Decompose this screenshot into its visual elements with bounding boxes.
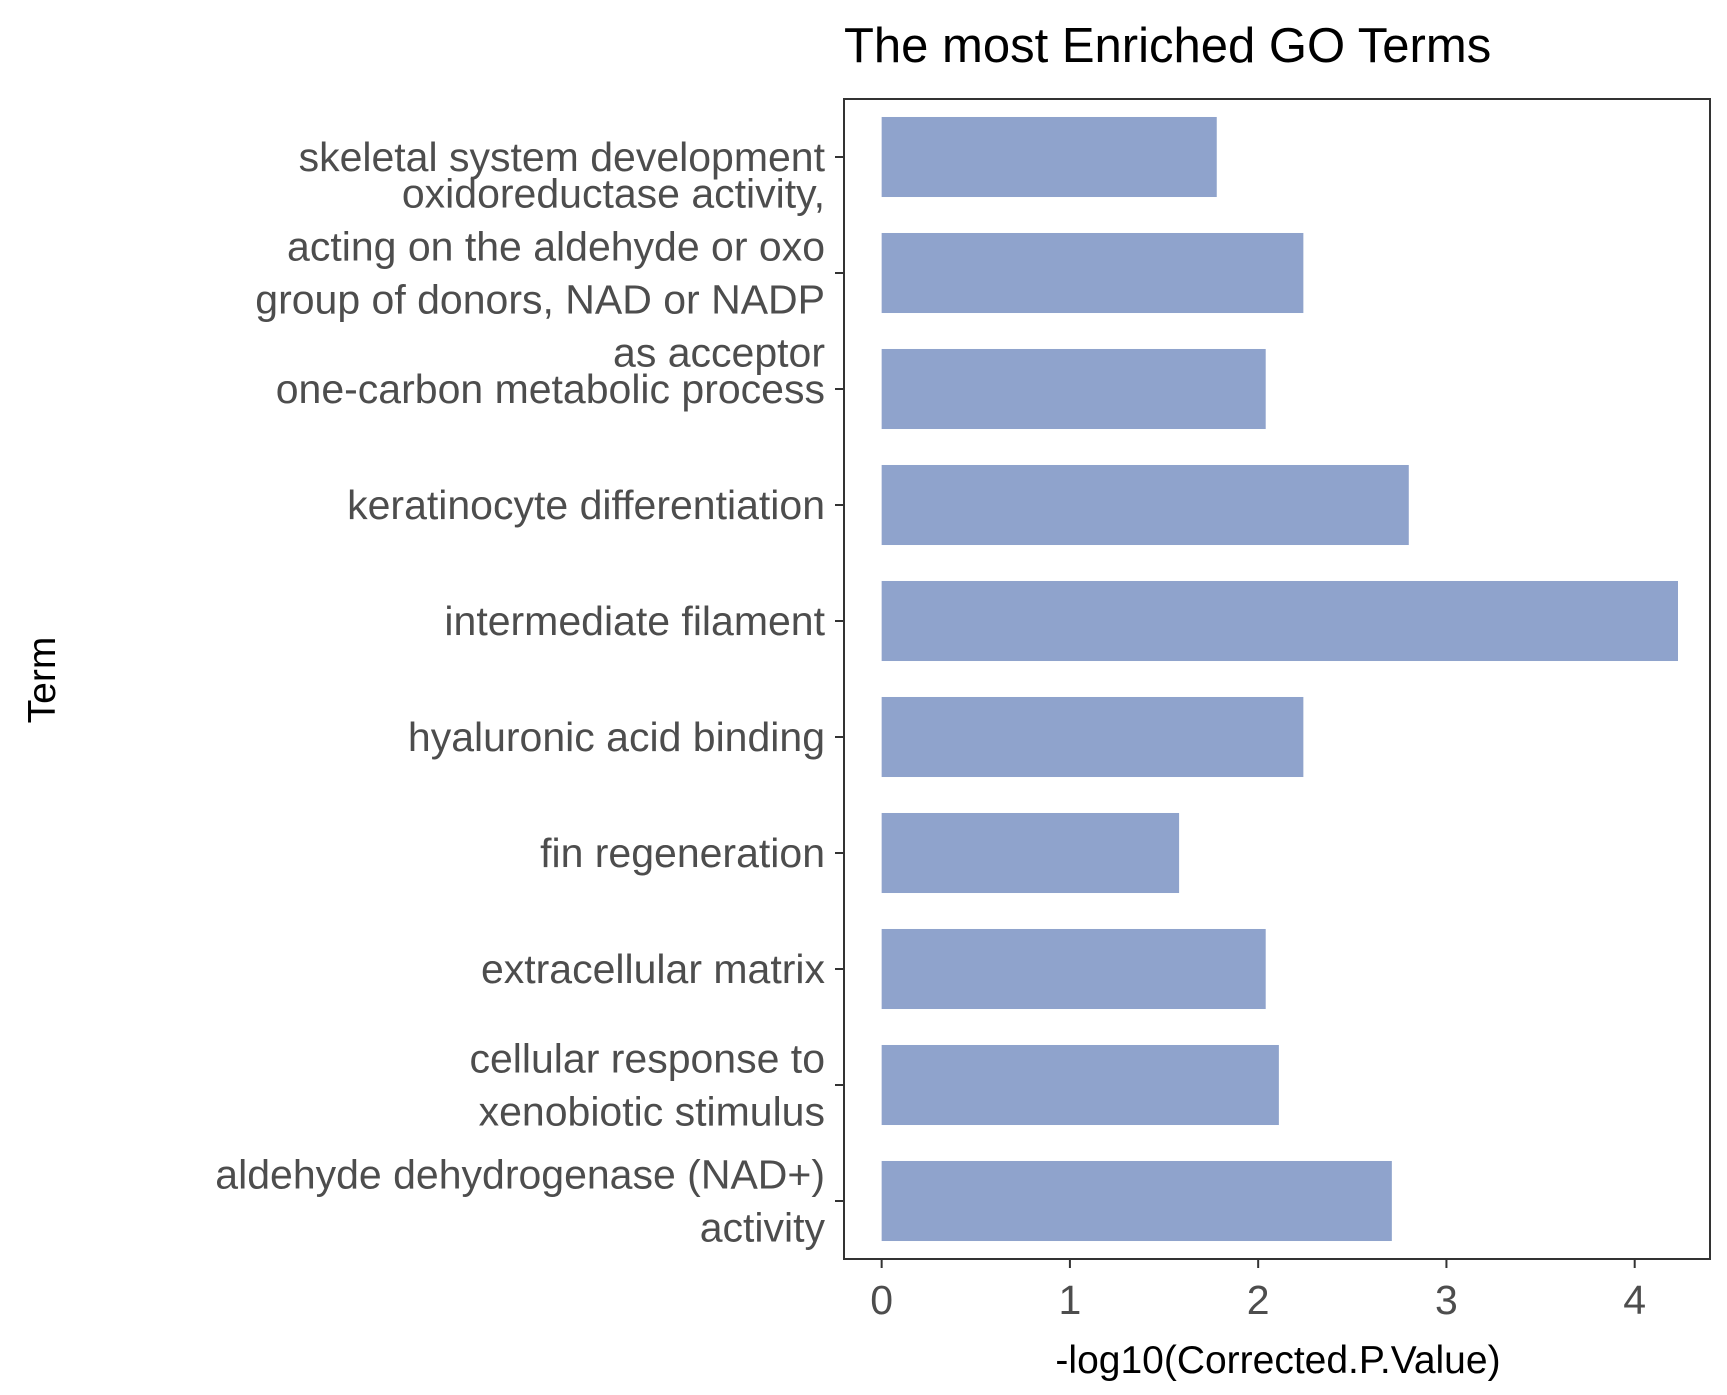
bar <box>881 116 1217 198</box>
bars-group <box>881 116 1678 1242</box>
bar <box>881 348 1266 430</box>
y-tick-label: keratinocyte differentiation <box>347 482 825 528</box>
y-tick-label: skeletal system development <box>299 134 826 180</box>
y-tick-label: fin regeneration <box>540 830 825 876</box>
bar <box>881 1160 1392 1242</box>
x-tick-label: 1 <box>1059 1277 1082 1323</box>
x-tick-label: 2 <box>1247 1277 1270 1323</box>
bar <box>881 696 1304 778</box>
bar <box>881 464 1409 546</box>
y-tick-label: aldehyde dehydrogenase (NAD+) activity <box>215 1152 825 1251</box>
chart-title: The most Enriched GO Terms <box>844 19 1491 73</box>
bar <box>881 812 1180 894</box>
bar <box>881 580 1678 662</box>
x-tick-label: 4 <box>1623 1277 1646 1323</box>
bar <box>881 1044 1279 1126</box>
y-tick-label: oxidoreductase activity, acting on the al… <box>255 171 825 376</box>
x-tick-label: 3 <box>1435 1277 1458 1323</box>
y-axis: skeletal system developmentoxidoreductas… <box>215 134 844 1251</box>
y-tick-label: extracellular matrix <box>481 946 826 992</box>
y-tick-label: intermediate filament <box>444 598 825 644</box>
y-tick-label: one-carbon metabolic process <box>276 366 825 412</box>
bar <box>881 232 1304 314</box>
y-axis-title: Term <box>21 637 64 724</box>
y-tick-label: hyaluronic acid binding <box>408 714 825 760</box>
x-tick-label: 0 <box>870 1277 893 1323</box>
x-axis-title: -log10(Corrected.P.Value) <box>1055 1339 1500 1382</box>
plot-panel-border <box>843 98 1711 1260</box>
y-tick-label: cellular response to xenobiotic stimulus <box>469 1036 825 1135</box>
x-axis: 0 1 2 3 4 <box>870 1259 1646 1323</box>
bar <box>881 928 1266 1010</box>
